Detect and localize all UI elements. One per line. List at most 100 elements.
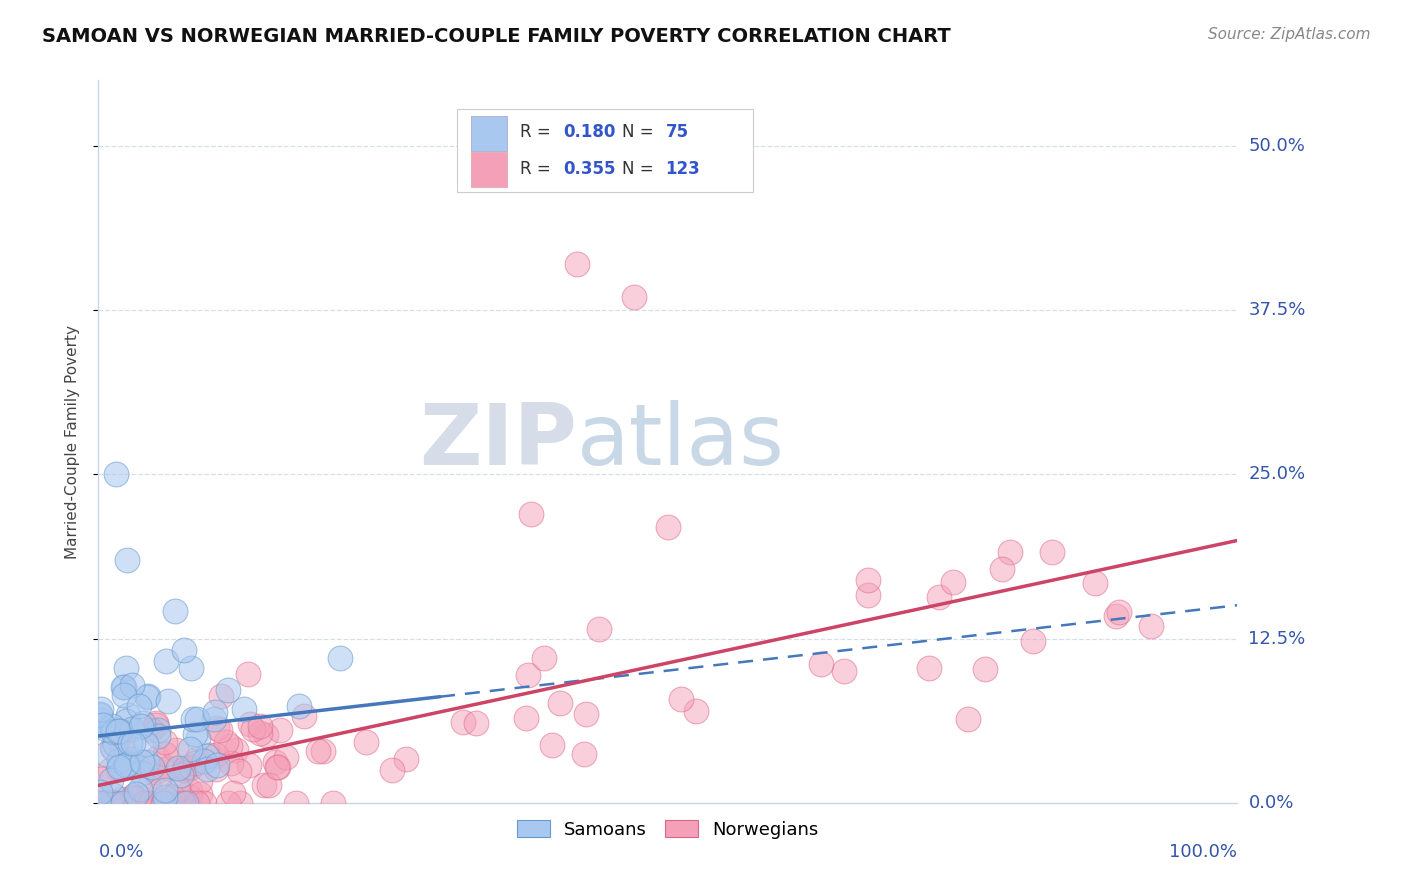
Point xyxy=(91,796,114,810)
Point xyxy=(186,752,208,766)
Point xyxy=(121,678,143,692)
Point xyxy=(208,723,231,737)
Point xyxy=(292,709,315,723)
Point xyxy=(222,786,245,800)
Point xyxy=(184,756,207,771)
Point xyxy=(269,723,291,738)
Point xyxy=(541,738,564,752)
Point xyxy=(139,796,162,810)
Point xyxy=(90,702,112,716)
Point xyxy=(209,689,232,703)
Point xyxy=(193,754,215,768)
Point xyxy=(153,782,176,797)
Point xyxy=(156,694,179,708)
Point xyxy=(122,790,145,805)
Point xyxy=(89,796,111,810)
Point xyxy=(267,760,290,774)
Point xyxy=(101,725,124,739)
Text: 0.180: 0.180 xyxy=(562,123,616,142)
Point xyxy=(229,796,252,810)
Text: 75: 75 xyxy=(665,123,689,142)
Point xyxy=(174,796,197,810)
Point xyxy=(186,796,208,810)
Point xyxy=(120,756,142,770)
Point xyxy=(256,729,278,743)
Text: R =: R = xyxy=(520,160,555,178)
Point xyxy=(111,796,134,810)
Point xyxy=(810,657,832,671)
Point xyxy=(685,705,707,719)
Text: SAMOAN VS NORWEGIAN MARRIED-COUPLE FAMILY POVERTY CORRELATION CHART: SAMOAN VS NORWEGIAN MARRIED-COUPLE FAMIL… xyxy=(42,27,950,45)
Point xyxy=(249,725,271,739)
Point xyxy=(165,743,187,757)
Point xyxy=(101,719,124,733)
Point xyxy=(103,796,125,810)
Point xyxy=(132,715,155,730)
Point xyxy=(94,722,117,736)
Point xyxy=(928,591,950,605)
Point xyxy=(128,698,150,713)
Point xyxy=(103,796,125,810)
Point xyxy=(195,763,218,777)
Point xyxy=(153,747,176,761)
Point xyxy=(623,290,645,304)
Point xyxy=(136,755,159,769)
Point xyxy=(163,796,186,810)
Y-axis label: Married-Couple Family Poverty: Married-Couple Family Poverty xyxy=(65,325,80,558)
Point xyxy=(233,702,256,716)
Point xyxy=(120,752,142,766)
Point xyxy=(145,796,167,810)
Point xyxy=(117,756,139,771)
Point xyxy=(148,730,170,744)
Point xyxy=(101,741,124,756)
Point xyxy=(131,765,153,780)
Legend: Samoans, Norwegians: Samoans, Norwegians xyxy=(510,813,825,846)
Point xyxy=(153,796,176,810)
Point xyxy=(990,561,1012,575)
Point xyxy=(121,789,143,803)
Text: 123: 123 xyxy=(665,160,700,178)
Point xyxy=(114,758,136,772)
Point xyxy=(145,716,167,731)
Point xyxy=(186,712,208,726)
Point xyxy=(228,764,250,778)
FancyBboxPatch shape xyxy=(457,109,754,193)
Point xyxy=(108,723,131,738)
Point xyxy=(215,735,238,749)
Point xyxy=(183,727,205,741)
Point xyxy=(131,756,153,770)
FancyBboxPatch shape xyxy=(471,116,508,151)
Point xyxy=(322,796,344,810)
Point xyxy=(202,712,225,726)
Point xyxy=(146,751,169,765)
Point xyxy=(101,788,124,802)
Point xyxy=(117,707,139,722)
Point xyxy=(188,788,211,802)
Point xyxy=(122,736,145,750)
Point xyxy=(307,744,329,758)
Point xyxy=(1108,606,1130,620)
Point xyxy=(264,755,287,769)
Point xyxy=(125,787,148,801)
Text: Source: ZipAtlas.com: Source: ZipAtlas.com xyxy=(1208,27,1371,42)
Point xyxy=(174,761,197,775)
Point xyxy=(127,758,149,772)
Point xyxy=(167,761,190,775)
Point xyxy=(354,735,377,749)
Point xyxy=(148,723,170,737)
Text: N =: N = xyxy=(623,160,659,178)
Point xyxy=(172,796,194,810)
Point xyxy=(135,737,157,751)
Point xyxy=(107,763,129,777)
Point xyxy=(98,763,121,777)
Point xyxy=(91,718,114,732)
Point xyxy=(276,750,298,764)
Point xyxy=(103,796,125,810)
Point xyxy=(110,791,132,805)
Text: 100.0%: 100.0% xyxy=(1170,843,1237,861)
Point xyxy=(89,707,111,722)
Point xyxy=(219,739,242,754)
Point xyxy=(1084,576,1107,591)
Point xyxy=(173,763,195,777)
Point xyxy=(179,784,201,798)
